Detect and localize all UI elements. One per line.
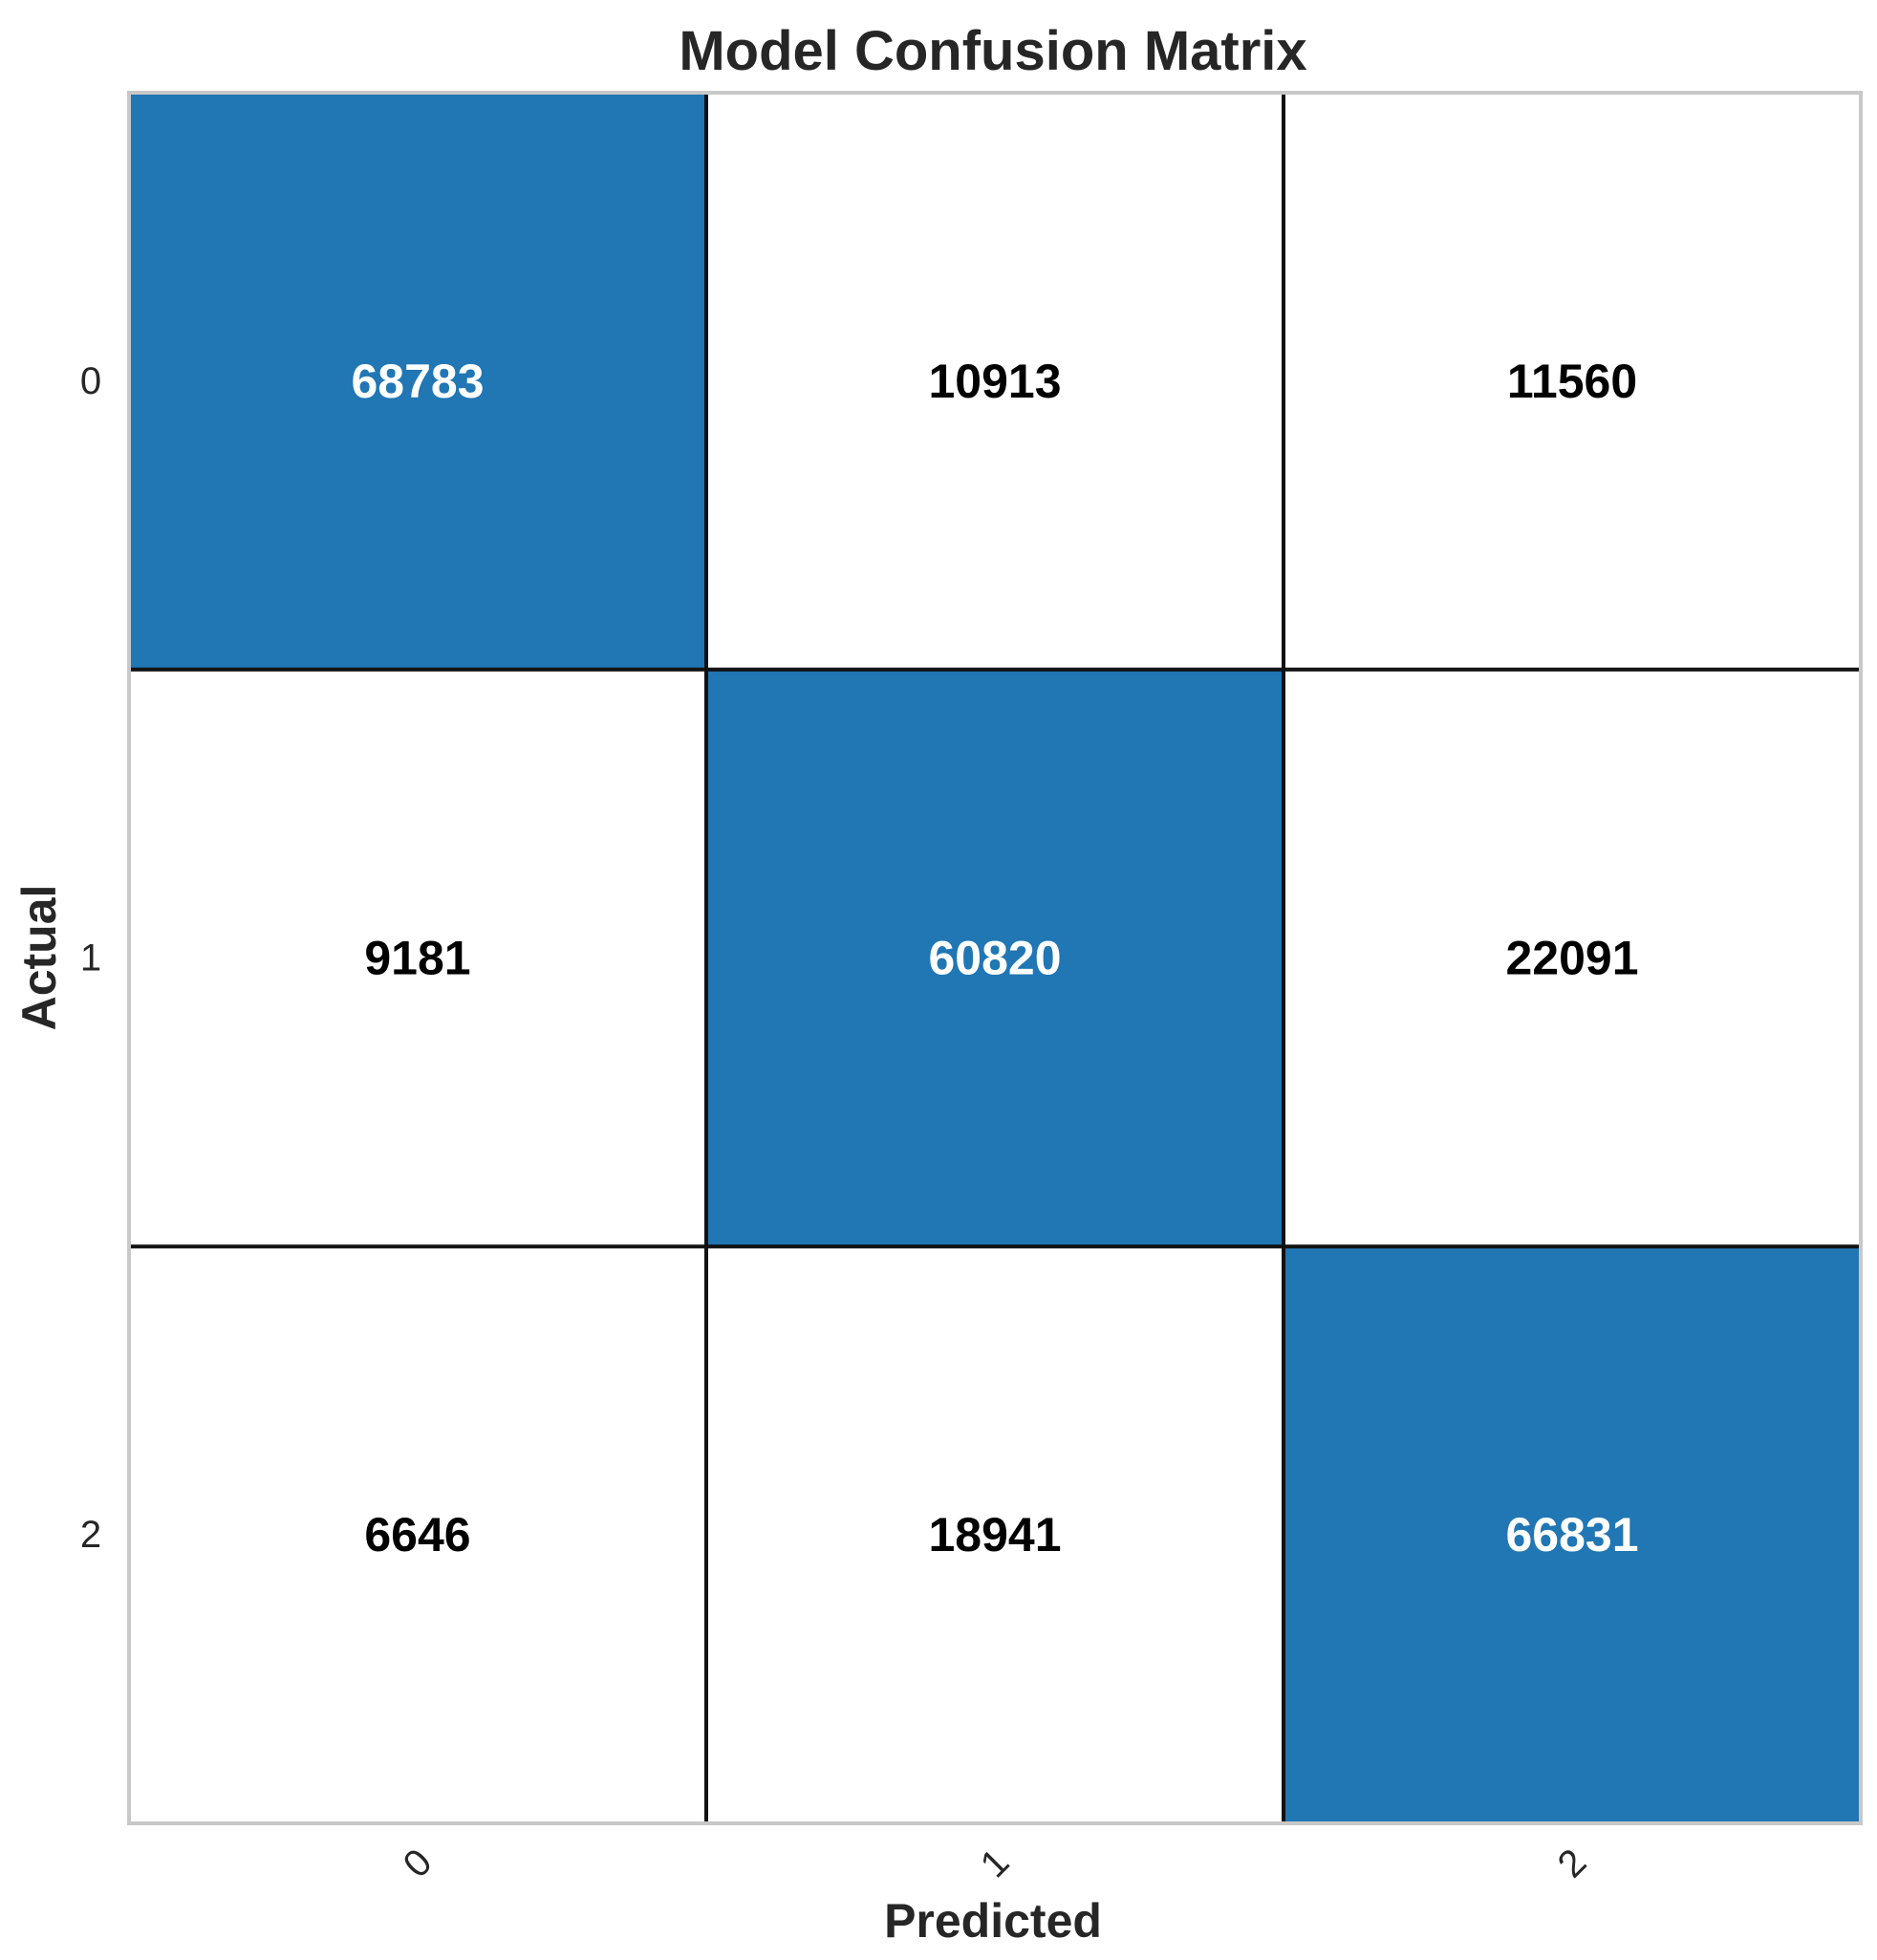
y-axis-ticks: 0 1 2 — [80, 360, 101, 1556]
heatmap-cell-2-1 — [706, 1246, 1284, 1823]
x-tick-label: 2 — [1550, 1842, 1595, 1886]
cell-value-0-1: 10913 — [928, 355, 1061, 408]
cell-value-1-0: 9181 — [364, 932, 470, 985]
x-tick-label: 0 — [396, 1842, 441, 1886]
heatmap-cell-2-2 — [1284, 1246, 1861, 1823]
heatmap-cell-1-1 — [706, 669, 1284, 1247]
y-tick-label: 2 — [80, 1514, 101, 1556]
heatmap-cell-0-0 — [129, 93, 706, 670]
cell-value-2-2: 66831 — [1505, 1508, 1638, 1562]
x-axis-label: Predicted — [884, 1894, 1102, 1948]
cell-value-1-1: 60820 — [928, 932, 1061, 985]
y-axis-label: Actual — [12, 885, 66, 1031]
chart-title: Model Confusion Matrix — [679, 20, 1306, 82]
cell-value-2-1: 18941 — [928, 1508, 1061, 1562]
heatmap-cell-1-2 — [1284, 669, 1861, 1247]
cell-borders — [129, 93, 1861, 1823]
cell-value-0-0: 68783 — [351, 355, 484, 408]
heatmap-cell-0-2 — [1284, 93, 1861, 670]
heatmap-cell-0-1 — [706, 93, 1284, 670]
x-axis-ticks: 0 1 2 — [396, 1842, 1595, 1886]
heatmap-cell-1-0 — [129, 669, 706, 1247]
y-tick-label: 0 — [80, 360, 101, 402]
heatmap-cell-labels: 68783 10913 11560 9181 60820 22091 6646 18941 66… — [351, 355, 1638, 1562]
heatmap-cells — [129, 93, 1861, 1823]
heatmap-cell-2-0 — [129, 1246, 706, 1823]
cell-value-1-2: 22091 — [1505, 932, 1638, 985]
x-tick-label: 1 — [973, 1842, 1018, 1886]
plot-frame — [127, 91, 1863, 1825]
cell-value-0-2: 11560 — [1507, 355, 1637, 408]
cell-value-2-0: 6646 — [364, 1508, 470, 1562]
y-tick-label: 1 — [80, 937, 101, 980]
